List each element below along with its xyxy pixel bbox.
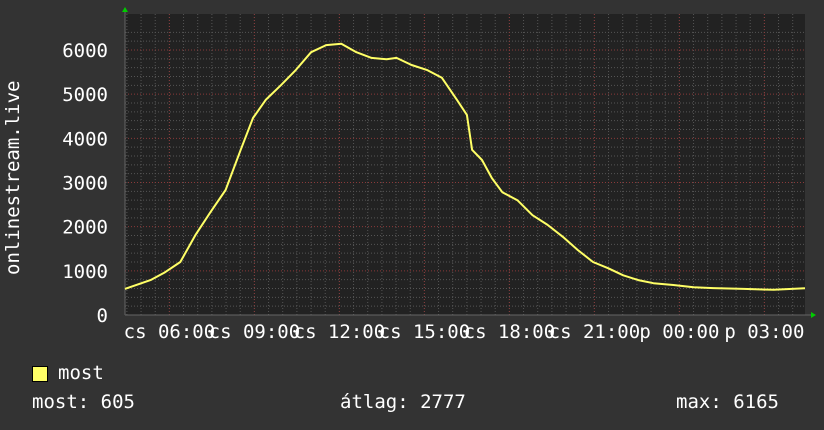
y-tick-label: 2000 [62, 217, 108, 239]
x-tick-label: cs 21:00 [549, 321, 641, 343]
legend-label: most [58, 362, 104, 384]
y-tick-label: 1000 [62, 261, 108, 283]
y-tick-label: 0 [97, 305, 108, 327]
stat-current: most: 605 [32, 391, 135, 413]
x-tick-label: p 03:00 [724, 321, 804, 343]
x-axis-arrow [811, 312, 816, 318]
y-axis-arrow [122, 7, 128, 12]
x-tick-label: cs 18:00 [464, 321, 556, 343]
y-tick-label: 6000 [62, 40, 108, 62]
x-tick-label: cs 15:00 [379, 321, 471, 343]
stat-average: átlag: 2777 [340, 391, 466, 413]
x-tick-label: cs 09:00 [209, 321, 301, 343]
x-tick-label: p 00:00 [639, 321, 719, 343]
legend-swatch [32, 366, 48, 382]
y-axis-label: onlinestream.live [2, 80, 24, 275]
stat-max: max: 6165 [676, 391, 779, 413]
series-line-most [124, 42, 806, 291]
y-tick-label: 4000 [62, 128, 108, 150]
x-tick-label: cs 06:00 [124, 321, 216, 343]
y-tick-label: 3000 [62, 173, 108, 195]
y-tick-label: 5000 [62, 84, 108, 106]
x-tick-label: cs 12:00 [294, 321, 386, 343]
